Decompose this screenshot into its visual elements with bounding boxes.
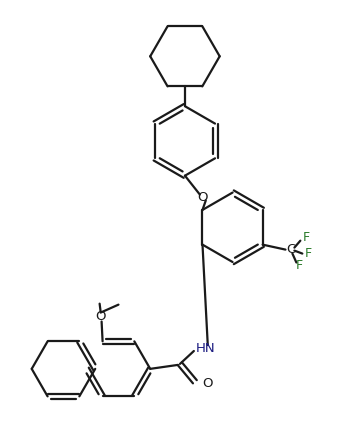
Text: F: F	[302, 231, 309, 244]
Text: F: F	[295, 259, 303, 272]
Text: F: F	[304, 247, 312, 260]
Text: C: C	[286, 243, 295, 256]
Text: O: O	[198, 191, 208, 204]
Text: O: O	[95, 310, 106, 323]
Text: O: O	[202, 377, 212, 390]
Text: HN: HN	[196, 342, 215, 355]
